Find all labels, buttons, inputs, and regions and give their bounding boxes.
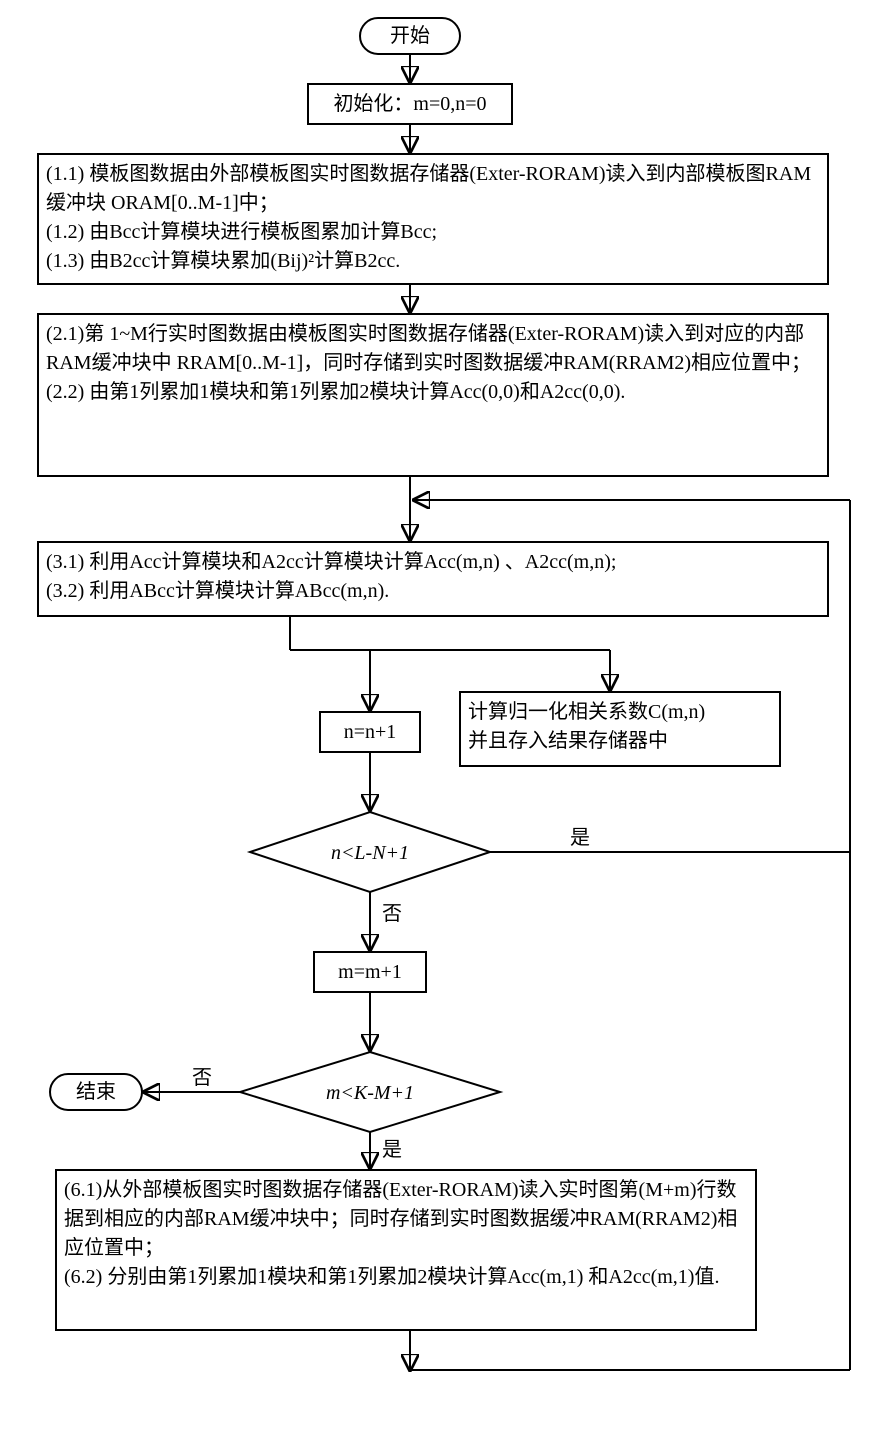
dec1-label: n<L-N+1 — [331, 842, 409, 864]
flowchart-svg: 开始 初始化：m=0,n=0 (1.1) 模板图数据由外部模板图实时图数据存储器… — [10, 10, 863, 1440]
step6-node: (6.1)从外部模板图实时图数据存储器(Exter-RORAM)读入实时图第(M… — [56, 1170, 756, 1330]
start-label: 开始 — [390, 24, 430, 47]
step1-line2: (1.2) 由Bcc计算模块进行模板图累加计算Bcc; — [46, 218, 820, 247]
step1-node: (1.1) 模板图数据由外部模板图实时图数据存储器(Exter-RORAM)读入… — [38, 154, 828, 284]
end-label: 结束 — [76, 1080, 116, 1103]
init-label: 初始化：m=0,n=0 — [333, 92, 486, 115]
inc-m-label: m=m+1 — [338, 961, 402, 983]
inc-m-node: m=m+1 — [314, 952, 426, 992]
step1-line1: (1.1) 模板图数据由外部模板图实时图数据存储器(Exter-RORAM)读入… — [46, 160, 820, 218]
step6-line2: (6.2) 分别由第1列累加1模块和第1列累加2模块计算Acc(m,1) 和A2… — [64, 1263, 748, 1292]
inc-n-node: n=n+1 — [320, 712, 420, 752]
calc-c-line2: 并且存入结果存储器中 — [468, 727, 774, 756]
calc-c-node: 计算归一化相关系数C(m,n) 并且存入结果存储器中 — [460, 692, 780, 766]
step2-node: (2.1)第 1~M行实时图数据由模板图实时图数据存储器(Exter-RORAM… — [38, 314, 828, 476]
step2-line2: (2.2) 由第1列累加1模块和第1列累加2模块计算Acc(0,0)和A2cc(… — [46, 378, 820, 407]
dec2-node: m<K-M+1 — [240, 1052, 500, 1132]
start-node: 开始 — [360, 18, 460, 54]
dec2-no: 否 — [192, 1067, 212, 1089]
step1-line3: (1.3) 由B2cc计算模块累加(Bij)²计算B2cc. — [46, 247, 820, 276]
inc-n-label: n=n+1 — [344, 721, 397, 743]
step3-node: (3.1) 利用Acc计算模块和A2cc计算模块计算Acc(m,n) 、A2cc… — [38, 542, 828, 616]
step2-line1: (2.1)第 1~M行实时图数据由模板图实时图数据存储器(Exter-RORAM… — [46, 320, 820, 378]
init-node: 初始化：m=0,n=0 — [308, 84, 512, 124]
end-node: 结束 — [50, 1074, 142, 1110]
step3-line2: (3.2) 利用ABcc计算模块计算ABcc(m,n). — [46, 577, 820, 606]
dec1-no: 否 — [382, 903, 402, 925]
dec2-label: m<K-M+1 — [326, 1082, 414, 1104]
dec1-yes: 是 — [570, 827, 590, 849]
dec1-node: n<L-N+1 — [250, 812, 490, 892]
step6-line1: (6.1)从外部模板图实时图数据存储器(Exter-RORAM)读入实时图第(M… — [64, 1176, 748, 1263]
dec2-yes: 是 — [382, 1139, 402, 1161]
calc-c-line1: 计算归一化相关系数C(m,n) — [468, 698, 774, 727]
step3-line1: (3.1) 利用Acc计算模块和A2cc计算模块计算Acc(m,n) 、A2cc… — [46, 548, 820, 577]
